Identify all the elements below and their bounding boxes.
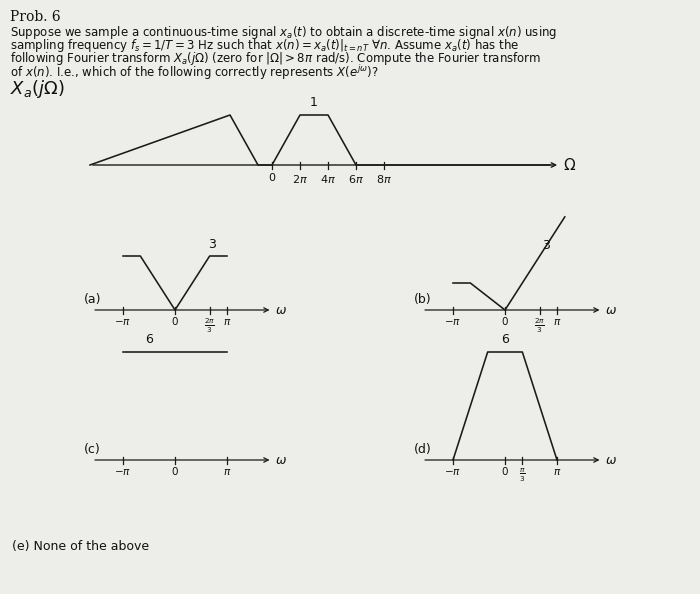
Text: (c): (c)	[84, 444, 101, 457]
Text: 0: 0	[502, 317, 508, 327]
Text: 0: 0	[172, 317, 178, 327]
Text: $\omega$: $\omega$	[275, 304, 287, 317]
Text: 0: 0	[502, 467, 508, 477]
Text: Suppose we sample a continuous-time signal $x_a(t)$ to obtain a discrete-time si: Suppose we sample a continuous-time sign…	[10, 24, 557, 41]
Text: following Fourier transform $X_a(j\Omega)$ (zero for $|\Omega| > 8\pi$ rad/s). C: following Fourier transform $X_a(j\Omega…	[10, 50, 541, 67]
Text: $\pi$: $\pi$	[223, 317, 231, 327]
Text: 3: 3	[542, 239, 550, 252]
Text: $8\pi$: $8\pi$	[376, 173, 392, 185]
Text: (a): (a)	[84, 293, 102, 307]
Text: $\omega$: $\omega$	[606, 453, 617, 466]
Text: 6: 6	[145, 333, 153, 346]
Text: $-\pi$: $-\pi$	[115, 317, 132, 327]
Text: $\frac{\pi}{3}$: $\frac{\pi}{3}$	[519, 467, 526, 484]
Text: (e) None of the above: (e) None of the above	[12, 540, 149, 553]
Text: of $x(n)$. I.e., which of the following correctly represents $X(e^{j\omega})$?: of $x(n)$. I.e., which of the following …	[10, 63, 379, 82]
Text: $2\pi$: $2\pi$	[292, 173, 308, 185]
Text: 6: 6	[501, 333, 509, 346]
Text: $\Omega$: $\Omega$	[563, 157, 576, 173]
Text: (b): (b)	[414, 293, 432, 307]
Text: $-\pi$: $-\pi$	[444, 467, 461, 477]
Text: Prob. 6: Prob. 6	[10, 10, 61, 24]
Text: 0: 0	[172, 467, 178, 477]
Text: $\omega$: $\omega$	[275, 453, 287, 466]
Text: 3: 3	[209, 238, 216, 251]
Text: 0: 0	[269, 173, 276, 183]
Text: $-\pi$: $-\pi$	[115, 467, 132, 477]
Text: $\pi$: $\pi$	[553, 467, 561, 477]
Text: 1: 1	[310, 96, 318, 109]
Text: $\pi$: $\pi$	[223, 467, 231, 477]
Text: $-\pi$: $-\pi$	[444, 317, 461, 327]
Text: $\pi$: $\pi$	[553, 317, 561, 327]
Text: $\frac{2\pi}{3}$: $\frac{2\pi}{3}$	[204, 317, 215, 336]
Text: sampling frequency $f_s = 1/T = 3$ Hz such that $x(n) = x_a(t)|_{t=nT}$ $\forall: sampling frequency $f_s = 1/T = 3$ Hz su…	[10, 37, 519, 54]
Text: (d): (d)	[414, 444, 432, 457]
Text: $\frac{2\pi}{3}$: $\frac{2\pi}{3}$	[534, 317, 545, 336]
Text: $X_a(j\Omega)$: $X_a(j\Omega)$	[10, 78, 64, 100]
Text: $\omega$: $\omega$	[606, 304, 617, 317]
Text: $6\pi$: $6\pi$	[348, 173, 364, 185]
Text: $4\pi$: $4\pi$	[320, 173, 336, 185]
